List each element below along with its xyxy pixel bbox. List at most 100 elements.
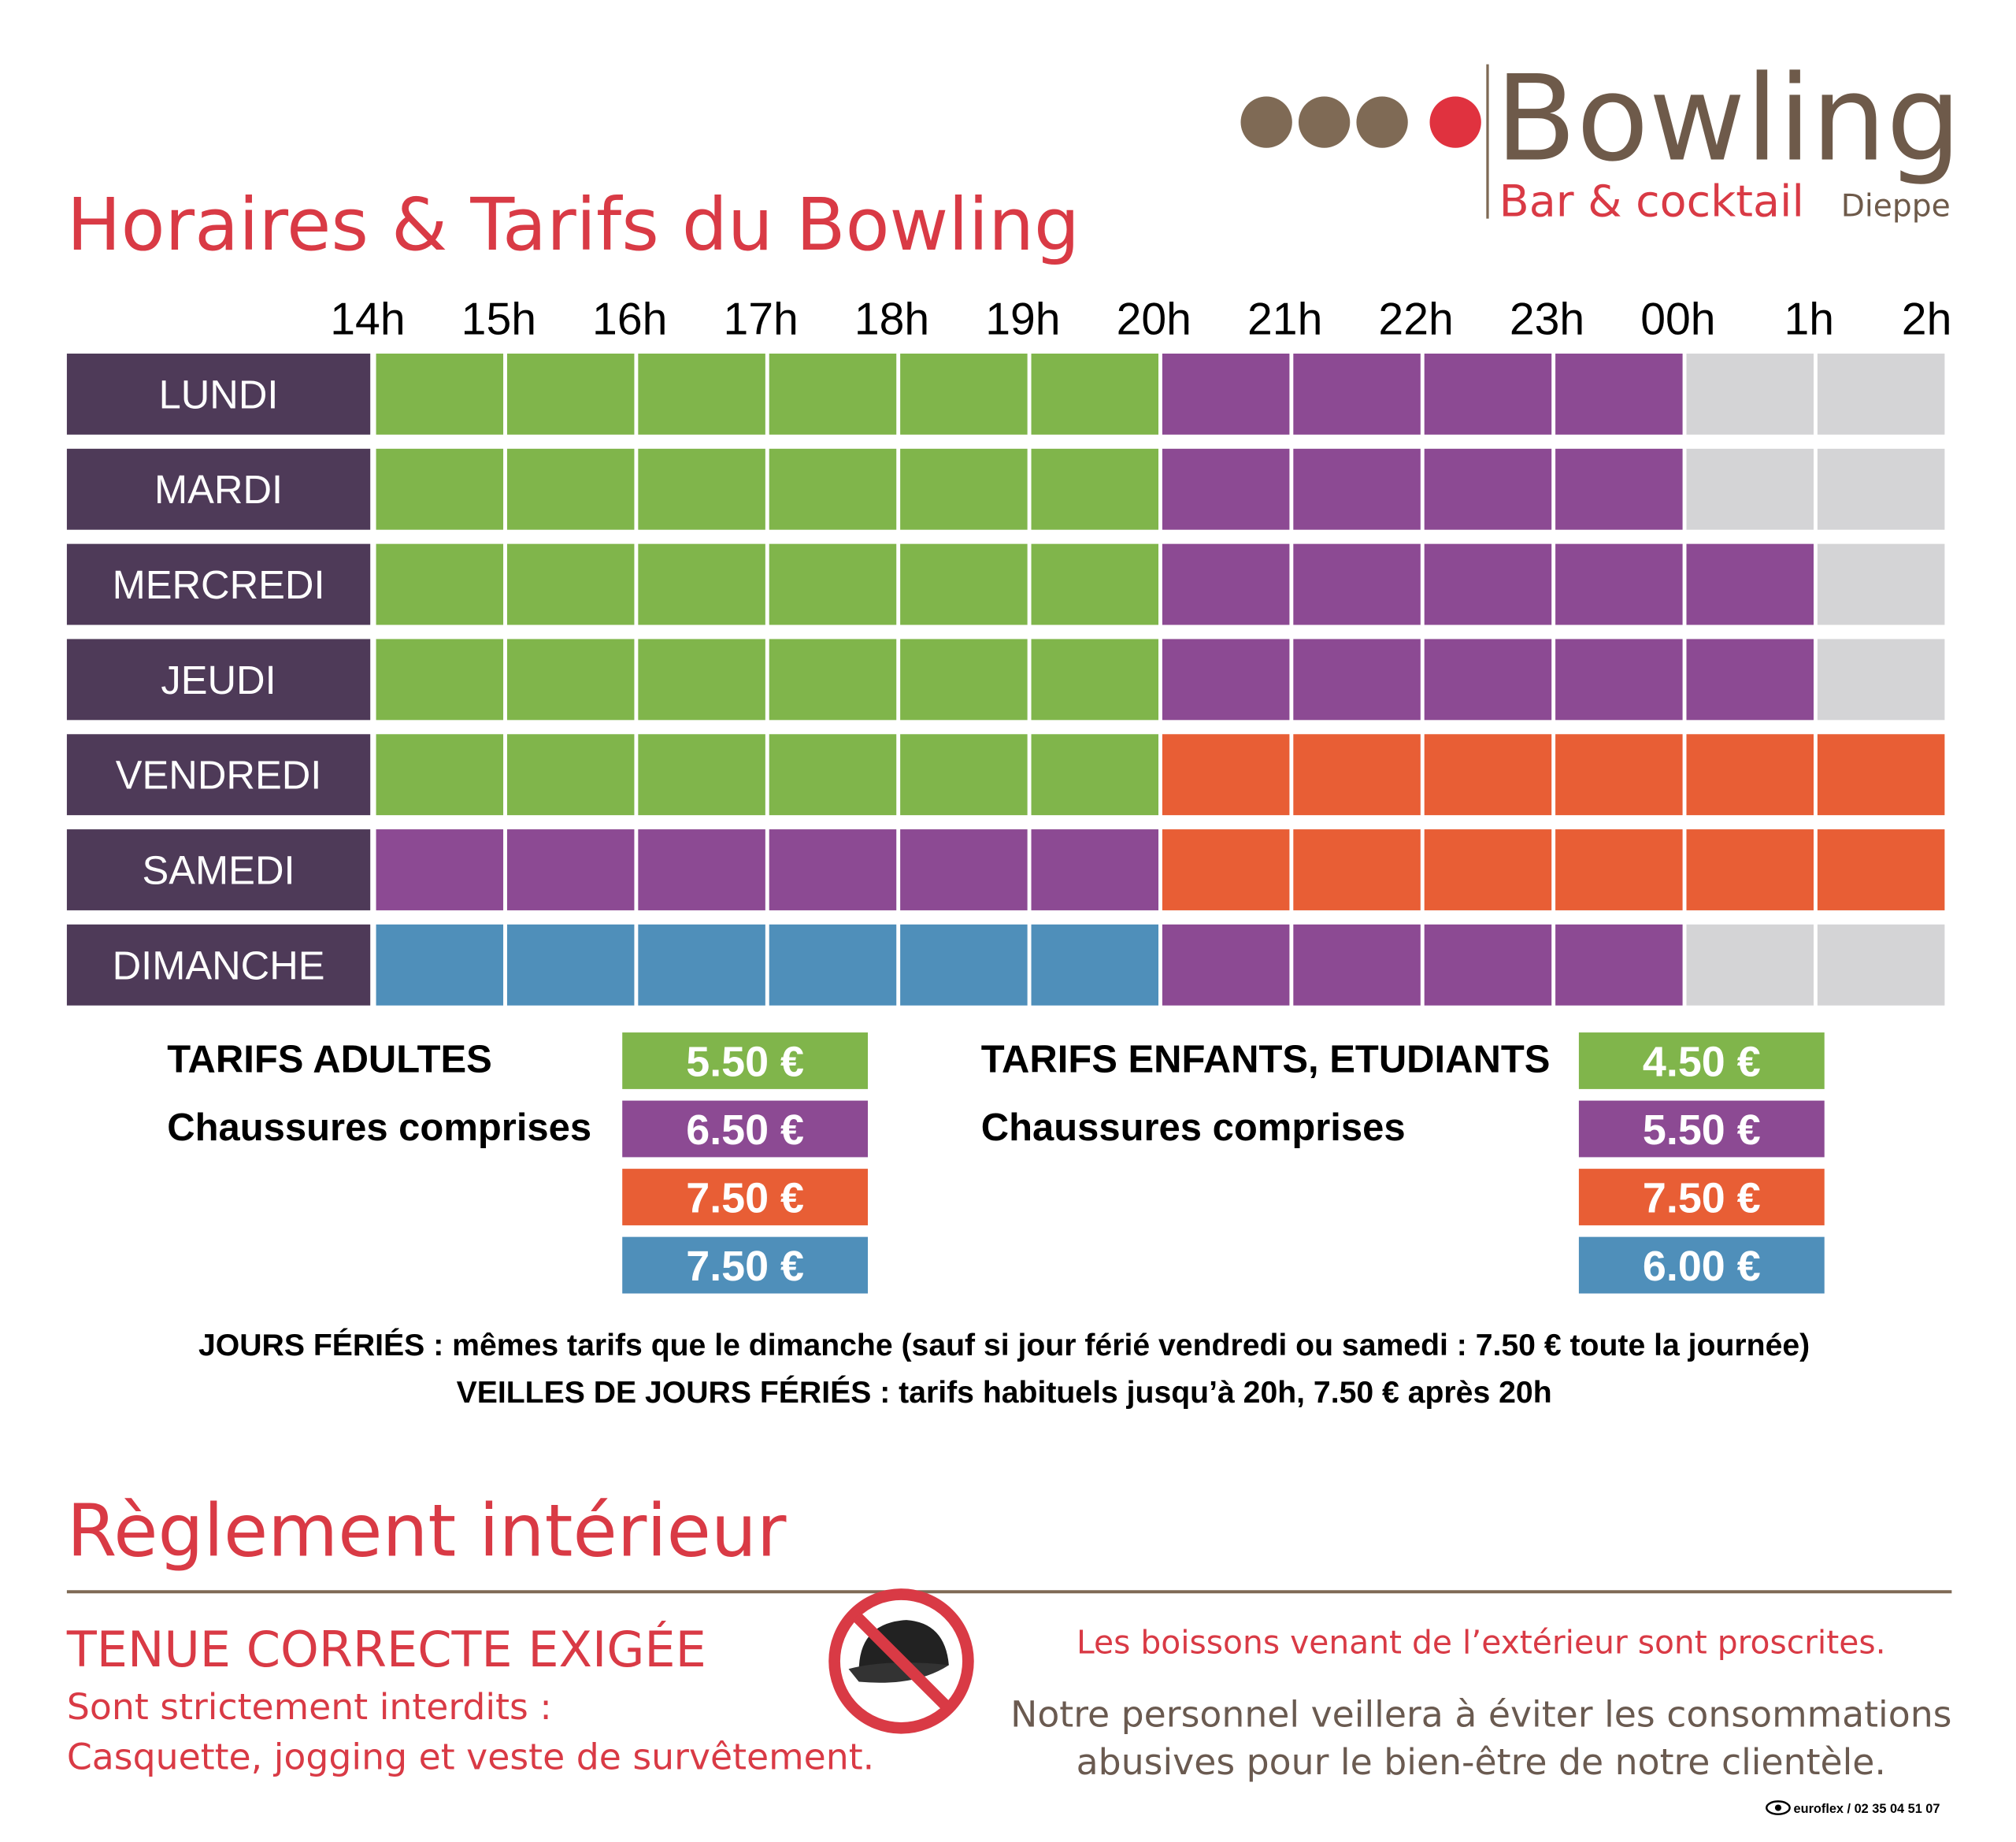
hour-label: 2h	[1902, 295, 1952, 345]
slot-cell	[376, 448, 504, 530]
slot-cell	[1031, 354, 1159, 435]
hour-label: 20h	[1117, 295, 1191, 345]
slot-cell	[1162, 639, 1290, 721]
slot-cell	[1686, 829, 1814, 910]
price-box	[622, 1236, 869, 1294]
slot-cell	[1817, 639, 1945, 721]
day-label: SAMEDI	[143, 847, 295, 892]
day-label: LUNDI	[159, 372, 279, 417]
dress-line: Casquette, jogging et veste de survêteme…	[67, 1736, 874, 1778]
staff-rule: Notre personnel veillera à éviter les co…	[1010, 1694, 1951, 1736]
tariff-title: TARIFS ENFANTS, ETUDIANTS	[981, 1039, 1551, 1081]
slot-cell	[1686, 354, 1814, 435]
slot-cell	[769, 829, 897, 910]
slot-cell	[1817, 354, 1945, 435]
slot-cell	[1162, 543, 1290, 625]
slot-cell	[1686, 543, 1814, 625]
slot-cell	[769, 448, 897, 530]
slot-cell	[769, 354, 897, 435]
slot-cell	[506, 448, 635, 530]
logo-city: Dieppe	[1841, 188, 1951, 224]
slot-cell	[1686, 734, 1814, 816]
slot-cell	[1686, 448, 1814, 530]
drinks-rule: Les boissons venant de l’extérieur sont …	[1077, 1624, 1886, 1662]
hour-label: 15h	[461, 295, 536, 345]
logo-subtitle: Bar & cocktail	[1499, 176, 1804, 227]
slot-cell	[1031, 543, 1159, 625]
slot-cell	[376, 354, 504, 435]
dress-title: TENUE CORRECTE EXIGÉE	[66, 1621, 706, 1678]
day-cell	[66, 354, 371, 435]
price-label: 6.00 €	[1643, 1243, 1761, 1290]
slot-cell	[638, 639, 765, 721]
hour-label: 17h	[723, 295, 798, 345]
logo-dot	[1298, 96, 1351, 148]
slot-cell	[1031, 448, 1159, 530]
slot-cell	[1424, 354, 1552, 435]
slot-cell	[1424, 924, 1552, 1006]
slot-cell	[1424, 448, 1552, 530]
slot-cell	[1817, 543, 1945, 625]
slot-cell	[506, 354, 635, 435]
slot-cell	[1293, 734, 1421, 816]
day-cell	[66, 543, 371, 625]
day-label: MERCREDI	[113, 562, 325, 607]
day-cell	[66, 734, 371, 816]
day-label: JEUDI	[161, 658, 276, 702]
rules-title: Règlement intérieur	[67, 1489, 787, 1573]
slot-cell	[900, 543, 1028, 625]
slot-cell	[900, 354, 1028, 435]
slot-cell	[900, 924, 1028, 1006]
slot-cell	[769, 543, 897, 625]
slot-cell	[769, 734, 897, 816]
slot-cell	[900, 734, 1028, 816]
slot-cell	[376, 924, 504, 1006]
hour-label: 18h	[854, 295, 929, 345]
price-label: 7.50 €	[686, 1243, 804, 1290]
slot-cell	[769, 924, 897, 1006]
slot-cell	[900, 639, 1028, 721]
slot-cell	[769, 639, 897, 721]
slot-cell	[1424, 734, 1552, 816]
slot-cell	[506, 734, 635, 816]
slot-cell	[1817, 734, 1945, 816]
slot-cell	[1162, 448, 1290, 530]
slot-cell	[638, 448, 765, 530]
slot-cell	[1293, 639, 1421, 721]
price-box	[622, 1169, 869, 1225]
price-label: 7.50 €	[1643, 1175, 1761, 1222]
slot-cell	[1817, 448, 1945, 530]
slot-cell	[1555, 639, 1683, 721]
price-label: 5.50 €	[686, 1039, 804, 1086]
logo-name: Bowling	[1495, 50, 1962, 187]
slot-cell	[1031, 734, 1159, 816]
price-label: 5.50 €	[1643, 1106, 1761, 1154]
logo-dot	[1429, 96, 1481, 148]
slot-cell	[1424, 639, 1552, 721]
slot-cell	[1424, 543, 1552, 625]
slot-cell	[1293, 924, 1421, 1006]
slot-cell	[1817, 829, 1945, 910]
hour-label: 22h	[1378, 295, 1453, 345]
slot-cell	[506, 639, 635, 721]
slot-cell	[638, 924, 765, 1006]
note: VEILLES DE JOURS FÉRIÉS : tarifs habitue…	[457, 1375, 1552, 1410]
slot-cell	[1555, 924, 1683, 1006]
price-label: 7.50 €	[686, 1175, 804, 1222]
footer-icon	[1766, 1800, 1791, 1815]
logo-dot	[1356, 96, 1408, 148]
slot-cell	[376, 543, 504, 625]
no-cap-icon	[828, 1588, 974, 1734]
price-box	[1578, 1236, 1825, 1294]
price-box	[1578, 1169, 1825, 1225]
slot-cell	[1293, 448, 1421, 530]
price-box	[1578, 1100, 1825, 1158]
logo-dot	[1240, 96, 1292, 148]
slot-cell	[506, 543, 635, 625]
slot-cell	[1686, 639, 1814, 721]
slot-cell	[1817, 924, 1945, 1006]
slot-cell	[1555, 354, 1683, 435]
slot-cell	[1162, 829, 1290, 910]
